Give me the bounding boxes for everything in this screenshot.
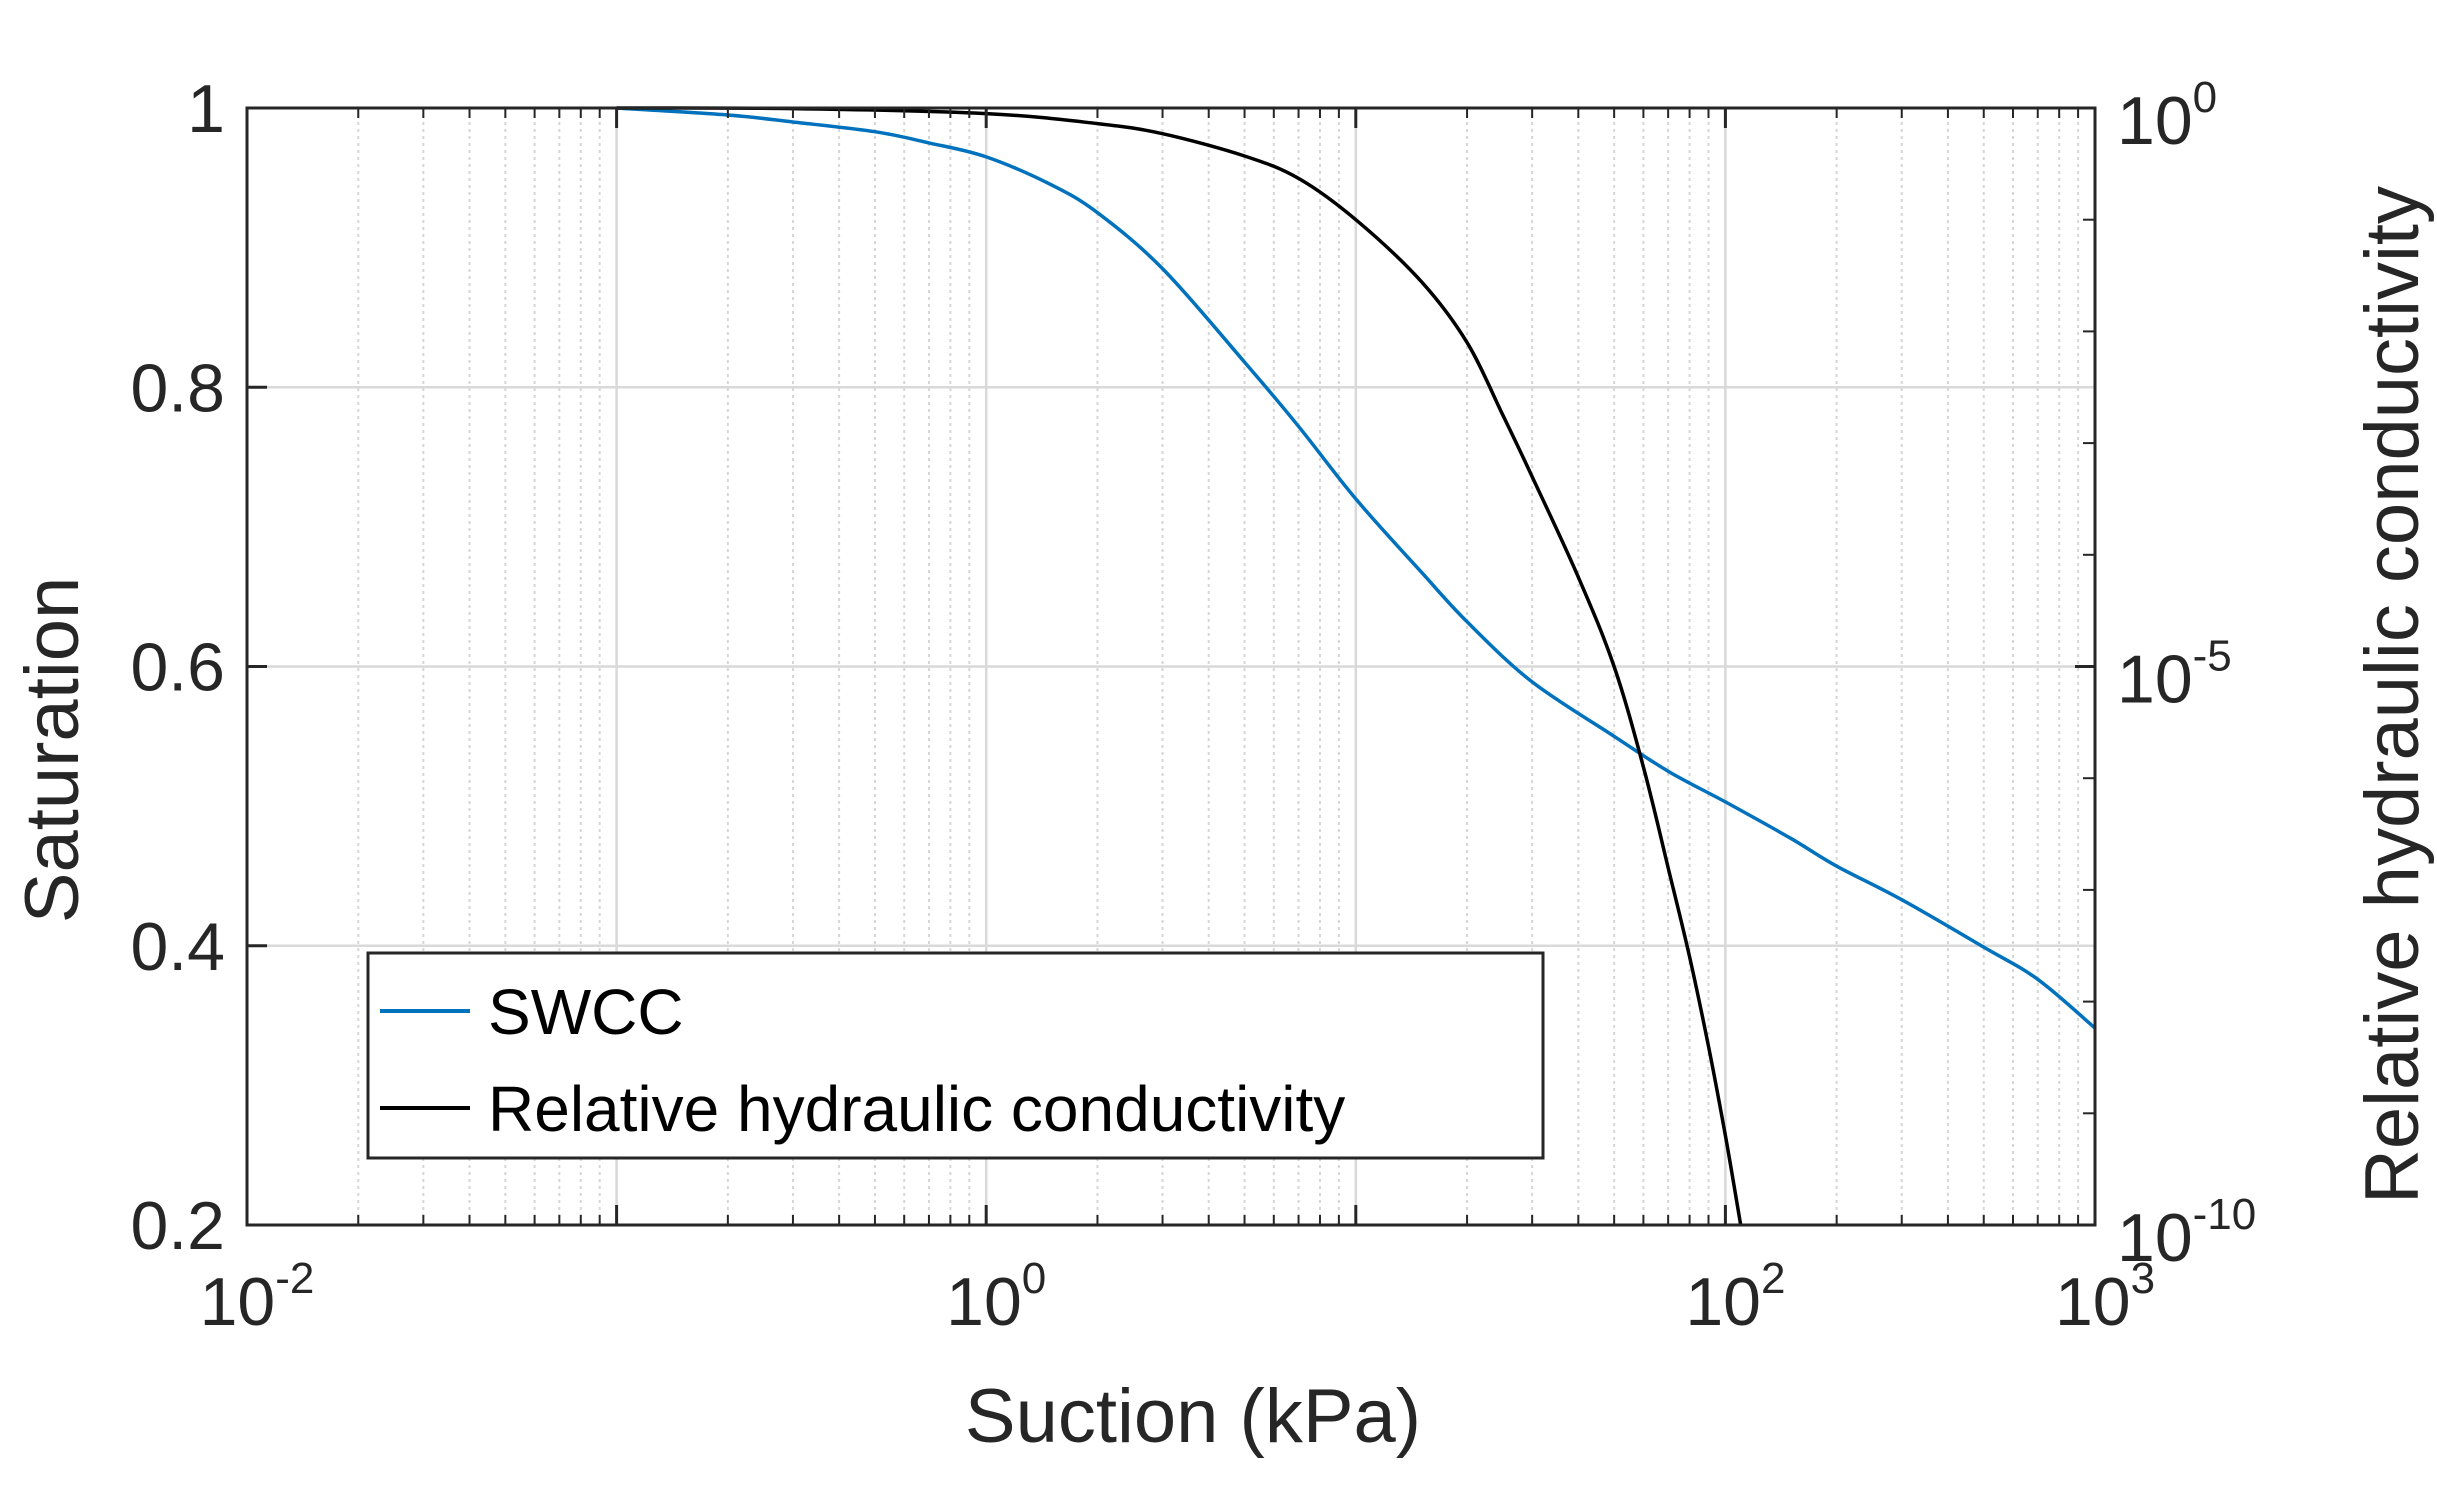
y-right-tick-labels: 100 10-5 10-10 xyxy=(2117,73,2256,1276)
y-left-tick-label: 0.4 xyxy=(130,909,225,985)
y-left-axis-title: Saturation xyxy=(10,577,95,923)
ticks-layer xyxy=(245,106,2097,1227)
series-layer xyxy=(616,106,2097,1226)
y-right-tick-label: 10-10 xyxy=(2117,1190,2256,1276)
y-left-tick-label: 0.6 xyxy=(130,630,225,706)
x-tick-label: 100 xyxy=(946,1254,1046,1340)
x-axis-title: Suction (kPa) xyxy=(965,1374,1421,1459)
x-tick-label: 103 xyxy=(2055,1254,2155,1340)
y-right-tick-label: 100 xyxy=(2117,73,2217,159)
y-left-tick-label: 0.2 xyxy=(130,1188,225,1264)
legend: SWCC Relative hydraulic conductivity xyxy=(366,951,1545,1160)
legend-box xyxy=(366,951,1545,1160)
conductivity-series-line xyxy=(616,106,1743,1226)
y-right-axis-title: Relative hydraulic conductivity xyxy=(2350,186,2435,1204)
x-tick-label: 10-2 xyxy=(200,1254,315,1340)
swcc-series-line xyxy=(616,106,2097,1030)
x-tick-label: 102 xyxy=(1685,1254,1785,1340)
x-tick-labels: 10-2 100 102 103 xyxy=(200,1254,2155,1340)
y-left-tick-label: 0.8 xyxy=(130,350,225,426)
y-right-tick-label: 10-5 xyxy=(2117,632,2232,718)
legend-label-swcc: SWCC xyxy=(488,976,684,1048)
legend-label-conductivity: Relative hydraulic conductivity xyxy=(488,1073,1345,1145)
y-left-tick-label: 1 xyxy=(187,71,225,147)
y-left-tick-labels: 0.2 0.4 0.6 0.8 1 xyxy=(130,71,225,1264)
